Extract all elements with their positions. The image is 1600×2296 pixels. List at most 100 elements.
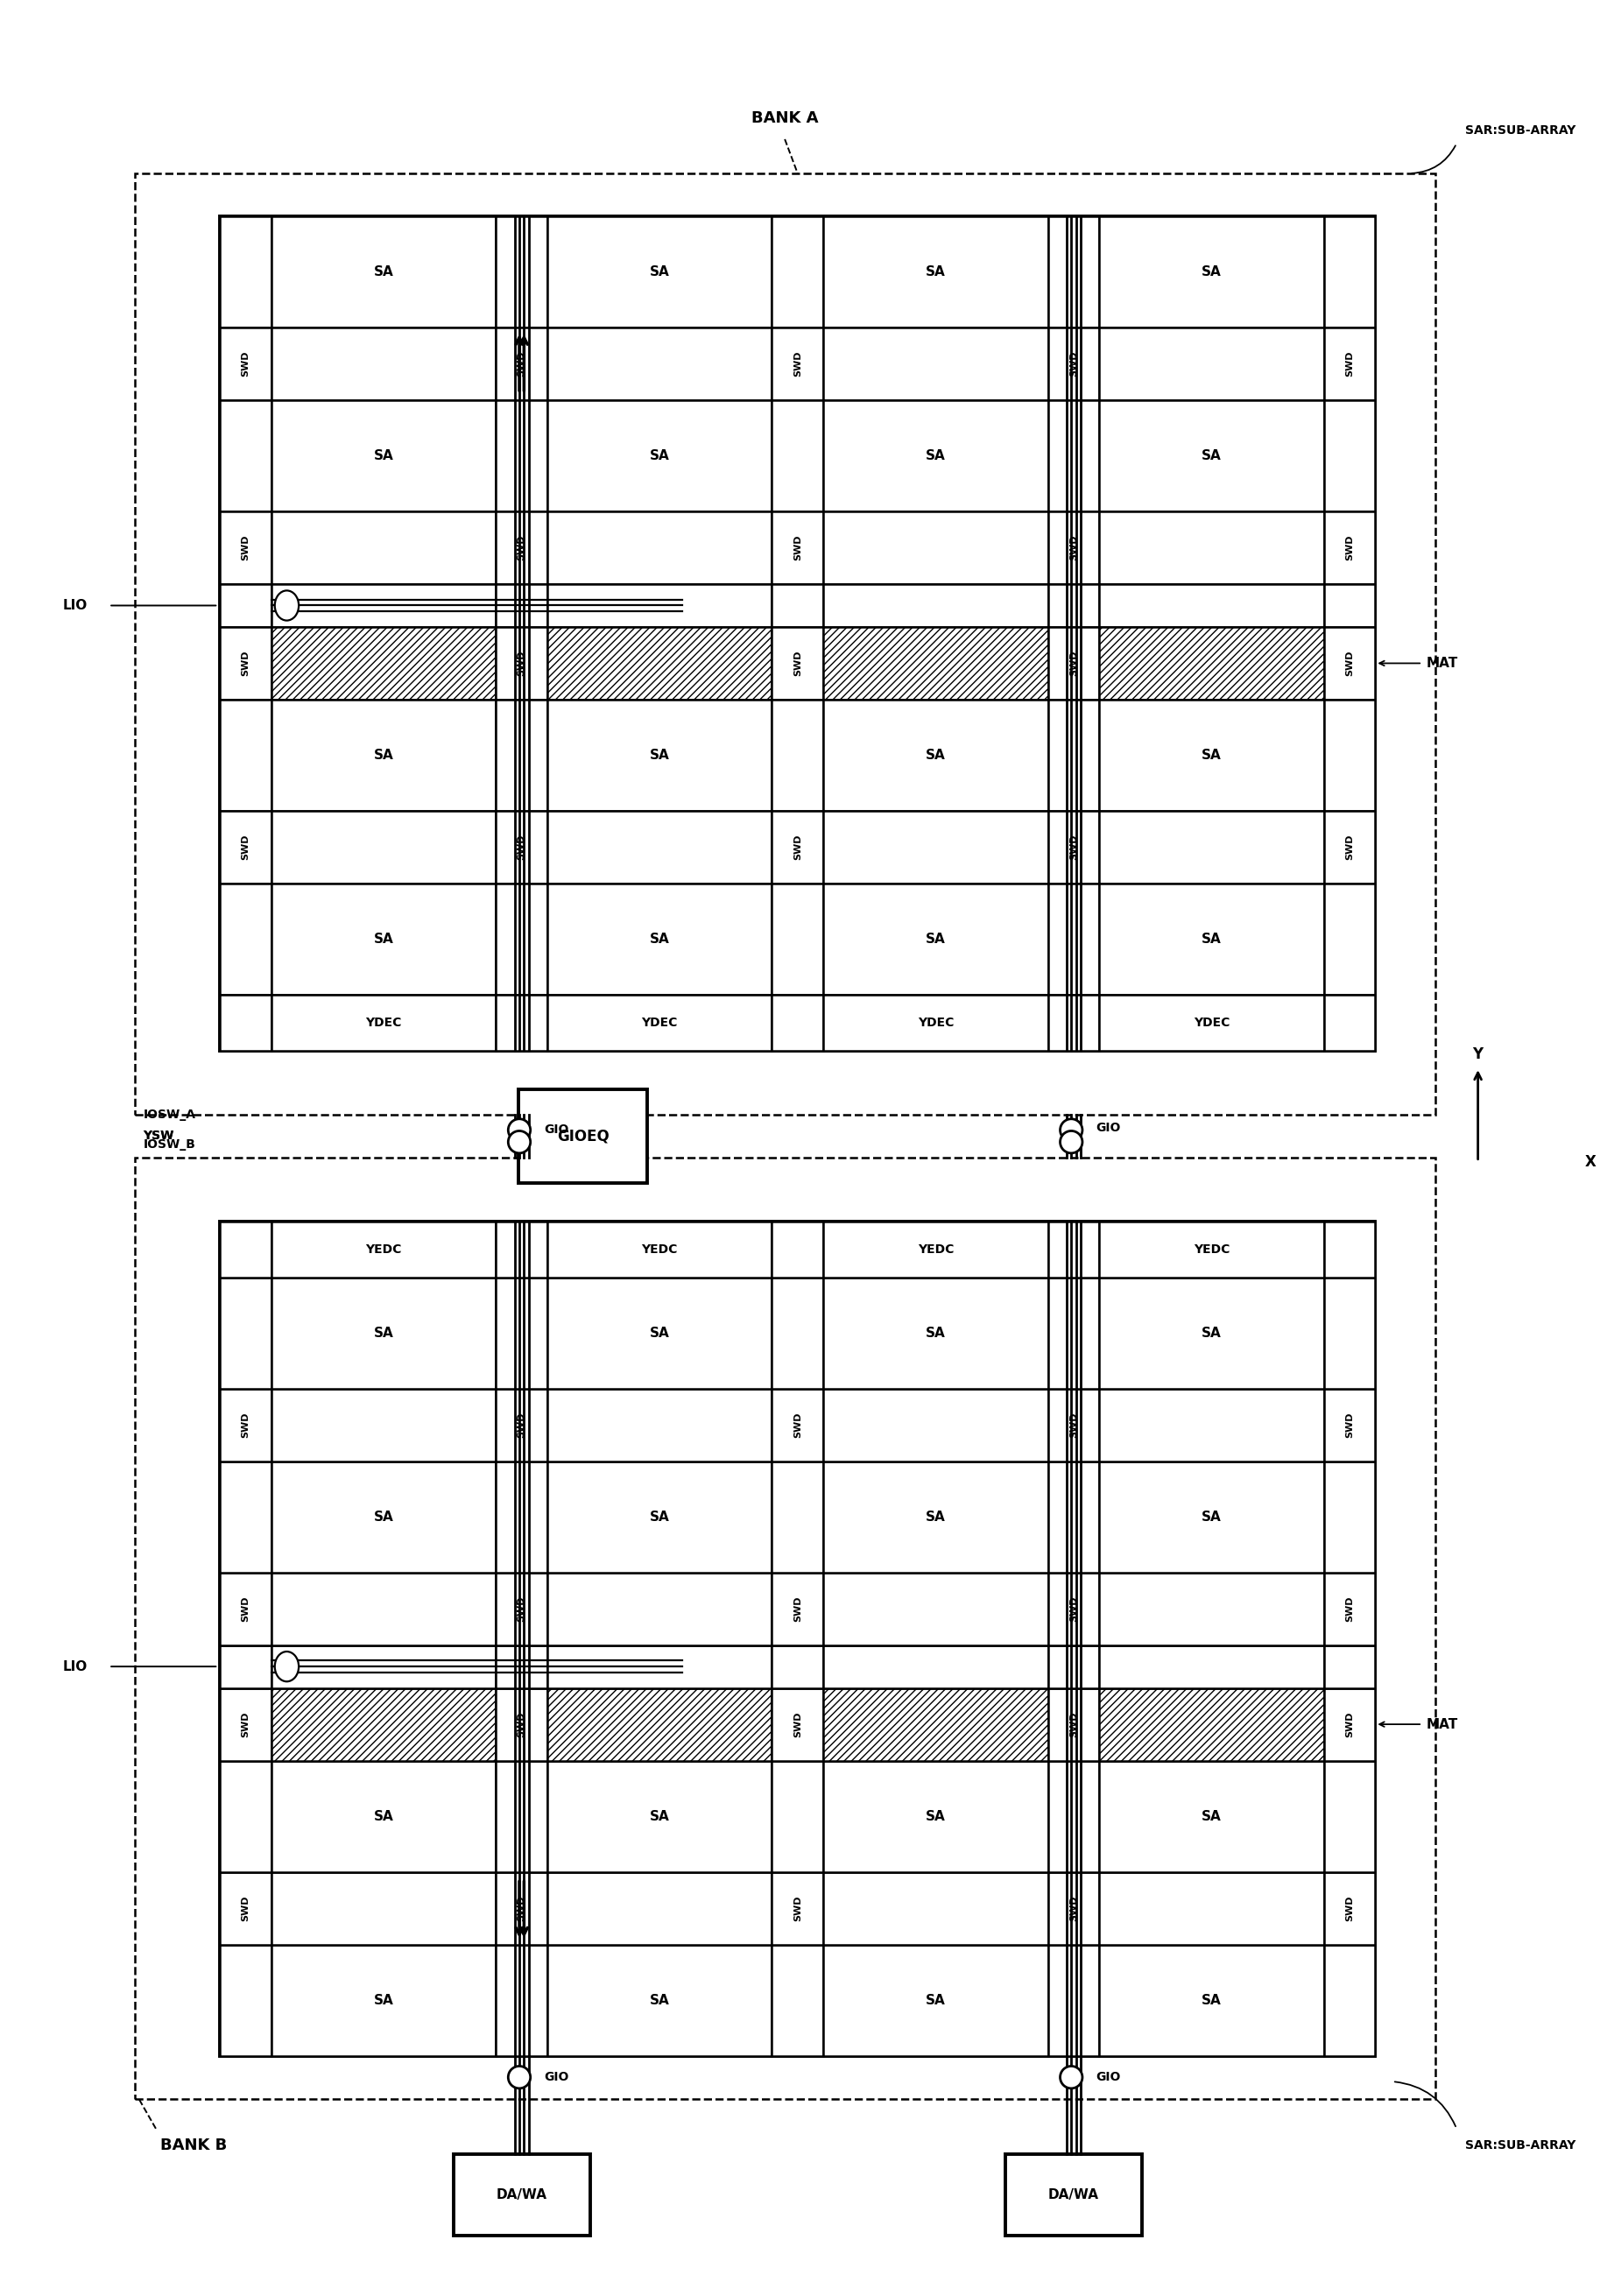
Text: SWD: SWD <box>517 1711 526 1738</box>
Text: SA: SA <box>650 1327 670 1339</box>
Bar <box>1323 216 1376 328</box>
Bar <box>221 1277 272 1389</box>
Text: SA: SA <box>926 748 946 762</box>
Text: SWD: SWD <box>794 351 802 377</box>
Text: YEDC: YEDC <box>917 1242 954 1256</box>
Bar <box>1099 1221 1323 1277</box>
Bar <box>1005 2154 1142 2236</box>
Bar <box>1099 810 1323 884</box>
Bar <box>1099 1573 1323 1646</box>
Bar <box>771 512 824 583</box>
Bar <box>771 1871 824 1945</box>
Bar <box>496 1277 547 1389</box>
Text: SWD: SWD <box>1346 351 1354 377</box>
Bar <box>272 1277 496 1389</box>
Text: LIO: LIO <box>62 1660 88 1674</box>
Text: SA: SA <box>926 932 946 946</box>
Text: SWD: SWD <box>517 1894 526 1922</box>
Bar <box>547 1688 771 1761</box>
Bar <box>547 1573 771 1646</box>
Bar <box>1099 400 1323 512</box>
Bar <box>496 884 547 994</box>
Text: LIO: LIO <box>62 599 88 613</box>
Bar <box>272 884 496 994</box>
Bar <box>547 810 771 884</box>
Text: SWD: SWD <box>794 833 802 861</box>
Text: SWD: SWD <box>517 833 526 861</box>
Bar <box>824 810 1048 884</box>
Bar <box>547 400 771 512</box>
Bar <box>453 2154 590 2236</box>
Bar <box>272 1761 496 1871</box>
Bar <box>496 994 547 1052</box>
Text: Y: Y <box>1472 1047 1483 1063</box>
Bar <box>221 810 272 884</box>
Text: SWD: SWD <box>1069 1412 1078 1437</box>
Text: SWD: SWD <box>242 1596 250 1621</box>
Bar <box>221 700 272 810</box>
Text: YDEC: YDEC <box>917 1017 954 1029</box>
Text: SWD: SWD <box>1069 833 1078 861</box>
Text: SWD: SWD <box>242 1711 250 1738</box>
Bar <box>771 1688 824 1761</box>
Bar <box>221 994 272 1052</box>
Bar <box>221 1945 272 2055</box>
Bar <box>272 627 496 700</box>
Bar <box>221 1389 272 1460</box>
Bar <box>771 1761 824 1871</box>
Bar <box>547 1761 771 1871</box>
Bar <box>272 1945 496 2055</box>
Text: IOSW_B: IOSW_B <box>142 1139 195 1150</box>
Text: SWD: SWD <box>242 650 250 677</box>
Bar <box>272 1688 496 1761</box>
Bar <box>547 583 771 627</box>
Text: YDEC: YDEC <box>1194 1017 1230 1029</box>
Bar <box>824 1389 1048 1460</box>
Bar <box>824 1646 1048 1688</box>
Text: SWD: SWD <box>1346 833 1354 861</box>
Text: YDEC: YDEC <box>365 1017 402 1029</box>
Text: SA: SA <box>374 1327 394 1339</box>
Bar <box>1323 627 1376 700</box>
Bar <box>771 1945 824 2055</box>
Bar <box>824 627 1048 700</box>
Text: SWD: SWD <box>1069 1596 1078 1621</box>
Bar <box>1048 583 1099 627</box>
Text: SA: SA <box>650 266 670 278</box>
Circle shape <box>1061 1132 1082 1153</box>
Text: SWD: SWD <box>242 1894 250 1922</box>
Bar <box>824 1945 1048 2055</box>
Bar <box>496 216 547 328</box>
Text: SA: SA <box>926 450 946 461</box>
Bar <box>518 1088 648 1182</box>
Text: SA: SA <box>926 1809 946 1823</box>
Bar <box>1048 328 1099 400</box>
Bar <box>272 1646 496 1688</box>
Text: SA: SA <box>1202 1809 1221 1823</box>
Bar <box>496 1573 547 1646</box>
Bar <box>272 810 496 884</box>
Bar <box>1099 884 1323 994</box>
Bar <box>547 1646 771 1688</box>
Bar <box>771 884 824 994</box>
Bar <box>272 1573 496 1646</box>
Text: SA: SA <box>1202 266 1221 278</box>
Bar <box>824 1221 1048 1277</box>
Bar <box>1099 216 1323 328</box>
Text: SWD: SWD <box>242 833 250 861</box>
Bar <box>1323 1460 1376 1573</box>
Circle shape <box>1061 2066 1082 2089</box>
Bar <box>1323 1761 1376 1871</box>
Bar <box>272 216 496 328</box>
Bar <box>221 884 272 994</box>
Bar <box>824 583 1048 627</box>
Bar <box>496 1646 547 1688</box>
Text: SWD: SWD <box>794 650 802 677</box>
Circle shape <box>509 1132 531 1153</box>
Text: SWD: SWD <box>517 1596 526 1621</box>
Bar <box>1048 1460 1099 1573</box>
Bar <box>771 627 824 700</box>
Text: SWD: SWD <box>794 1412 802 1437</box>
Bar <box>221 1460 272 1573</box>
Bar <box>824 1688 1048 1761</box>
